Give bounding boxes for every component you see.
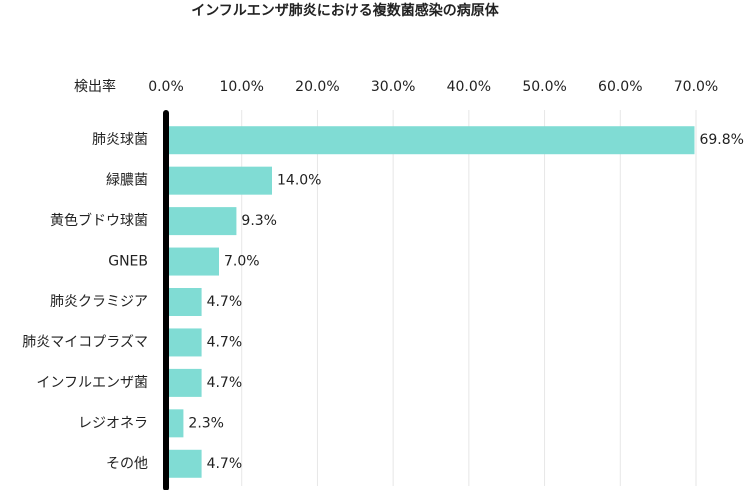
value-label: 9.3%: [241, 213, 277, 229]
x-tick-label: 70.0%: [674, 79, 718, 95]
y-tick-label: 緑膿菌: [106, 173, 148, 189]
y-tick-label: 肺炎クラミジア: [50, 294, 148, 310]
bar: [166, 207, 237, 236]
bar: [166, 328, 202, 357]
chart-title: インフルエンザ肺炎における複数菌感染の病原体: [191, 2, 500, 19]
value-label: 2.3%: [188, 415, 224, 431]
x-tick-label: 60.0%: [598, 79, 642, 95]
y-tick-label: 肺炎マイコプラズマ: [22, 334, 148, 350]
y-tick-label: GNEB: [108, 254, 148, 270]
value-label: 4.7%: [207, 294, 243, 310]
y-tick-label: 肺炎球菌: [92, 132, 148, 148]
value-label: 4.7%: [207, 334, 243, 350]
x-tick-label: 40.0%: [447, 79, 491, 95]
bar: [166, 449, 202, 478]
bar: [166, 126, 695, 155]
x-tick-label: 30.0%: [371, 79, 415, 95]
value-label: 69.8%: [699, 132, 743, 148]
axis-label: 検出率: [74, 78, 116, 95]
bar: [166, 368, 202, 397]
y-tick-label: その他: [106, 456, 148, 472]
x-tick-label: 10.0%: [219, 79, 263, 95]
bar: [166, 288, 202, 316]
value-label: 4.7%: [207, 456, 243, 472]
value-label: 4.7%: [207, 375, 243, 391]
value-label: 7.0%: [224, 254, 260, 270]
y-tick-label: 黄色ブドウ球菌: [50, 212, 148, 229]
bar: [166, 166, 272, 195]
bar: [166, 247, 219, 276]
x-tick-label: 20.0%: [295, 79, 339, 95]
x-tick-label: 50.0%: [522, 79, 566, 95]
x-tick-label: 0.0%: [148, 79, 184, 95]
y-tick-label: インフルエンザ菌: [36, 375, 148, 391]
value-label: 14.0%: [277, 173, 321, 189]
y-tick-label: レジオネラ: [78, 415, 148, 431]
bar: [166, 409, 184, 438]
